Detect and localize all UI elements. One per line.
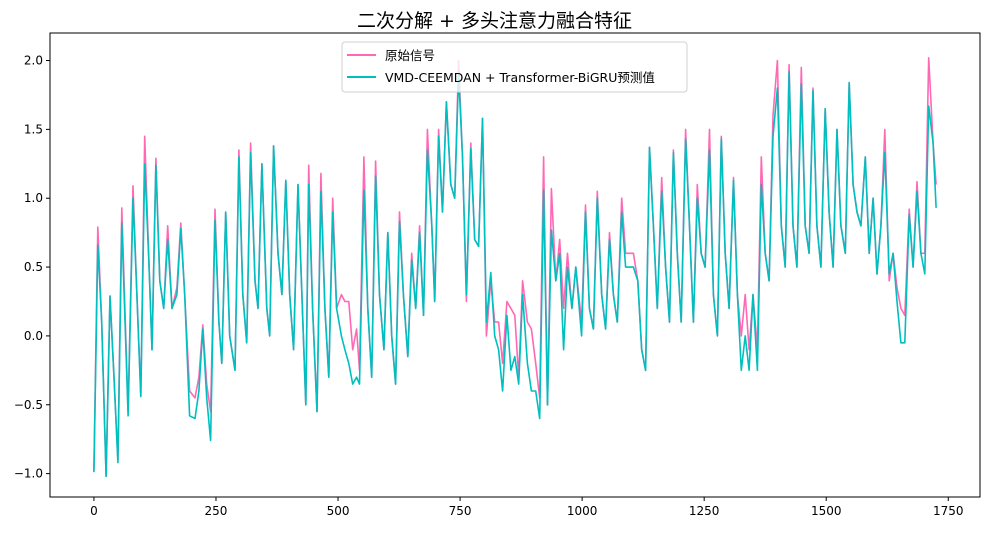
legend-label-prediction: VMD-CEEMDAN + Transformer-BiGRU预测值	[385, 70, 655, 85]
y-tick-label: 2.0	[24, 54, 43, 68]
y-tick-label: −1.0	[14, 467, 43, 481]
plot-frame	[49, 32, 981, 498]
x-tick-label: 1750	[933, 504, 964, 518]
legend: 原始信号 VMD-CEEMDAN + Transformer-BiGRU预测值	[341, 41, 688, 93]
y-tick-label: −0.5	[14, 398, 43, 412]
series-line-prediction	[93, 70, 937, 478]
x-axis: 0 250 500 750 1000 1250 1500 1750	[90, 497, 964, 518]
x-tick-label: 1250	[689, 504, 720, 518]
y-tick-label: 0.0	[24, 329, 43, 343]
x-tick-label: 500	[327, 504, 350, 518]
y-tick-label: 1.5	[24, 122, 43, 136]
y-tick-label: 0.5	[24, 260, 43, 274]
x-tick-label: 250	[205, 504, 228, 518]
y-tick-label: 1.0	[24, 191, 43, 205]
series-lines	[93, 56, 937, 478]
x-tick-label: 750	[449, 504, 472, 518]
legend-box	[341, 41, 688, 93]
x-tick-label: 1000	[567, 504, 598, 518]
chart-title: 二次分解 + 多头注意力融合特征	[357, 10, 632, 32]
series-line-original	[93, 56, 937, 478]
legend-label-original: 原始信号	[385, 48, 435, 63]
x-tick-label: 1500	[811, 504, 842, 518]
y-axis: −1.0 −0.5 0.0 0.5 1.0 1.5 2.0	[14, 54, 50, 481]
x-tick-label: 0	[90, 504, 98, 518]
